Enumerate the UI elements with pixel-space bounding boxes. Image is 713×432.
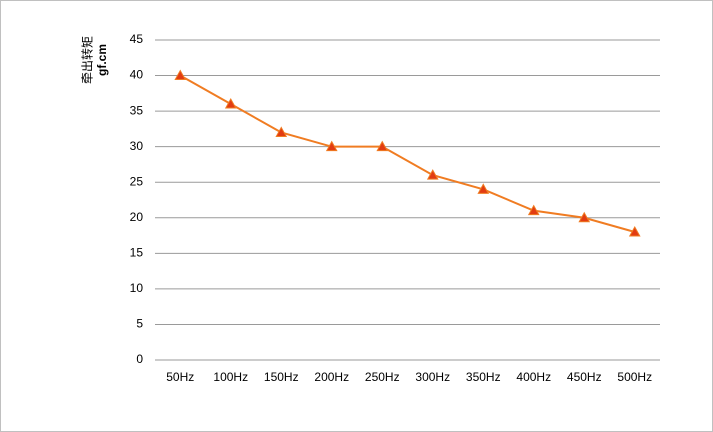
x-tick-label: 350Hz (466, 370, 501, 384)
data-marker (578, 211, 591, 223)
x-tick-label: 150Hz (264, 370, 299, 384)
data-marker (325, 140, 338, 152)
y-tick-label: 45 (130, 32, 144, 46)
y-tick-label: 5 (136, 317, 143, 331)
data-marker (628, 225, 641, 237)
y-tick-label: 0 (136, 352, 143, 366)
x-tick-label: 450Hz (567, 370, 602, 384)
data-marker (376, 140, 389, 152)
x-tick-label: 100Hz (213, 370, 248, 384)
data-marker (275, 126, 288, 137)
y-tick-label: 25 (130, 174, 144, 188)
x-tick-label: 250Hz (365, 370, 400, 384)
data-marker (426, 169, 439, 180)
y-tick-label: 15 (130, 246, 144, 260)
x-tick-label: 200Hz (314, 370, 349, 384)
y-tick-label: 10 (130, 281, 144, 295)
y-axis-unit: gf.cm (95, 44, 109, 76)
data-marker (477, 183, 490, 194)
x-tick-label: 400Hz (516, 370, 551, 384)
data-marker (224, 97, 237, 109)
data-line (179, 74, 636, 233)
y-tick-label: 40 (130, 68, 144, 82)
y-tick-label: 30 (130, 139, 144, 153)
y-tick-label: 35 (130, 103, 144, 117)
x-tick-label: 500Hz (617, 370, 652, 384)
data-marker (174, 69, 187, 81)
x-tick-label: 50Hz (166, 370, 194, 384)
data-marker (527, 204, 540, 216)
y-axis-label: 牵出转矩 (80, 36, 95, 84)
y-tick-label: 20 (130, 210, 144, 224)
x-tick-label: 300Hz (415, 370, 450, 384)
